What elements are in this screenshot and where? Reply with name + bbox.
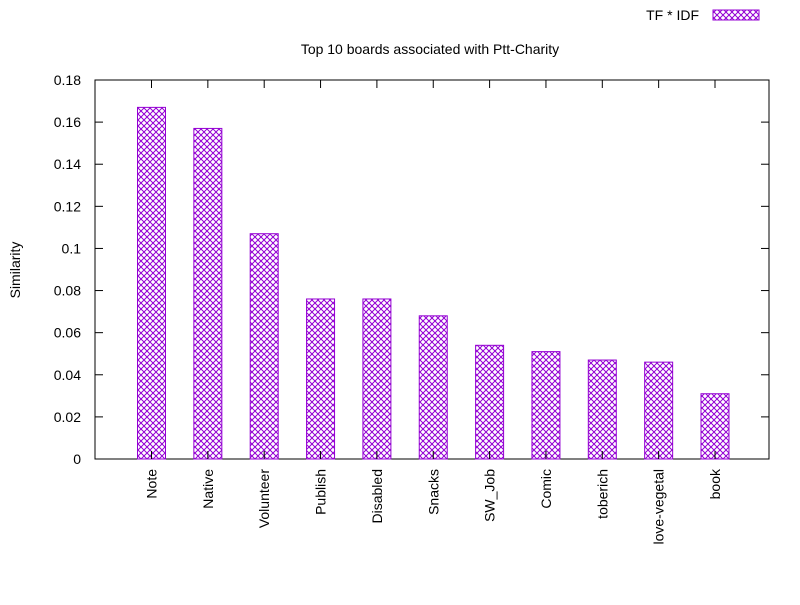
y-tick-label: 0.18 [54, 72, 81, 88]
x-tick-label: Volunteer [256, 469, 272, 528]
x-tick-label: Note [144, 469, 160, 499]
x-tick-label: Disabled [369, 469, 385, 523]
bar [700, 393, 730, 460]
bars [137, 106, 730, 460]
bar [249, 233, 279, 460]
legend-swatch [712, 9, 760, 21]
bar [531, 351, 561, 460]
bar [587, 359, 617, 460]
x-tick-label: Comic [538, 469, 554, 509]
y-axis-label: Similarity [7, 242, 23, 299]
bar [475, 344, 505, 460]
x-tick-label: Snacks [425, 469, 441, 515]
bar [362, 298, 392, 460]
x-tick-label: toberich [594, 469, 610, 519]
y-tick-label: 0.02 [54, 409, 81, 425]
bar [418, 315, 448, 460]
y-tick-label: 0.04 [54, 367, 81, 383]
y-tick-label: 0.16 [54, 114, 81, 130]
y-tick-label: 0.14 [54, 156, 81, 172]
y-tick-label: 0.1 [62, 240, 82, 256]
bar [193, 127, 223, 460]
bar [644, 361, 674, 460]
y-tick-label: 0 [73, 451, 81, 467]
bar [137, 106, 166, 460]
y-tick-label: 0.12 [54, 198, 81, 214]
y-axis-ticks: 0 0.02 0.04 0.06 0.08 0.1 0.12 0.14 0.16 0.18 [54, 72, 769, 467]
x-tick-label: Publish [313, 469, 329, 515]
x-tick-label: love-vegetal [651, 469, 667, 545]
chart-title: Top 10 boards associated with Ptt-Charit… [301, 41, 559, 57]
bar [306, 298, 336, 460]
legend-label: TF * IDF [646, 7, 699, 23]
x-tick-label: SW_Job [482, 469, 498, 522]
x-tick-label: book [707, 468, 723, 499]
x-tick-label: Native [200, 469, 216, 509]
legend: TF * IDF [646, 7, 760, 23]
y-tick-label: 0.08 [54, 283, 81, 299]
x-axis-tick-labels: Note Native Volunteer Publish Disabled Snacks… [144, 80, 723, 545]
y-tick-label: 0.06 [54, 325, 81, 341]
